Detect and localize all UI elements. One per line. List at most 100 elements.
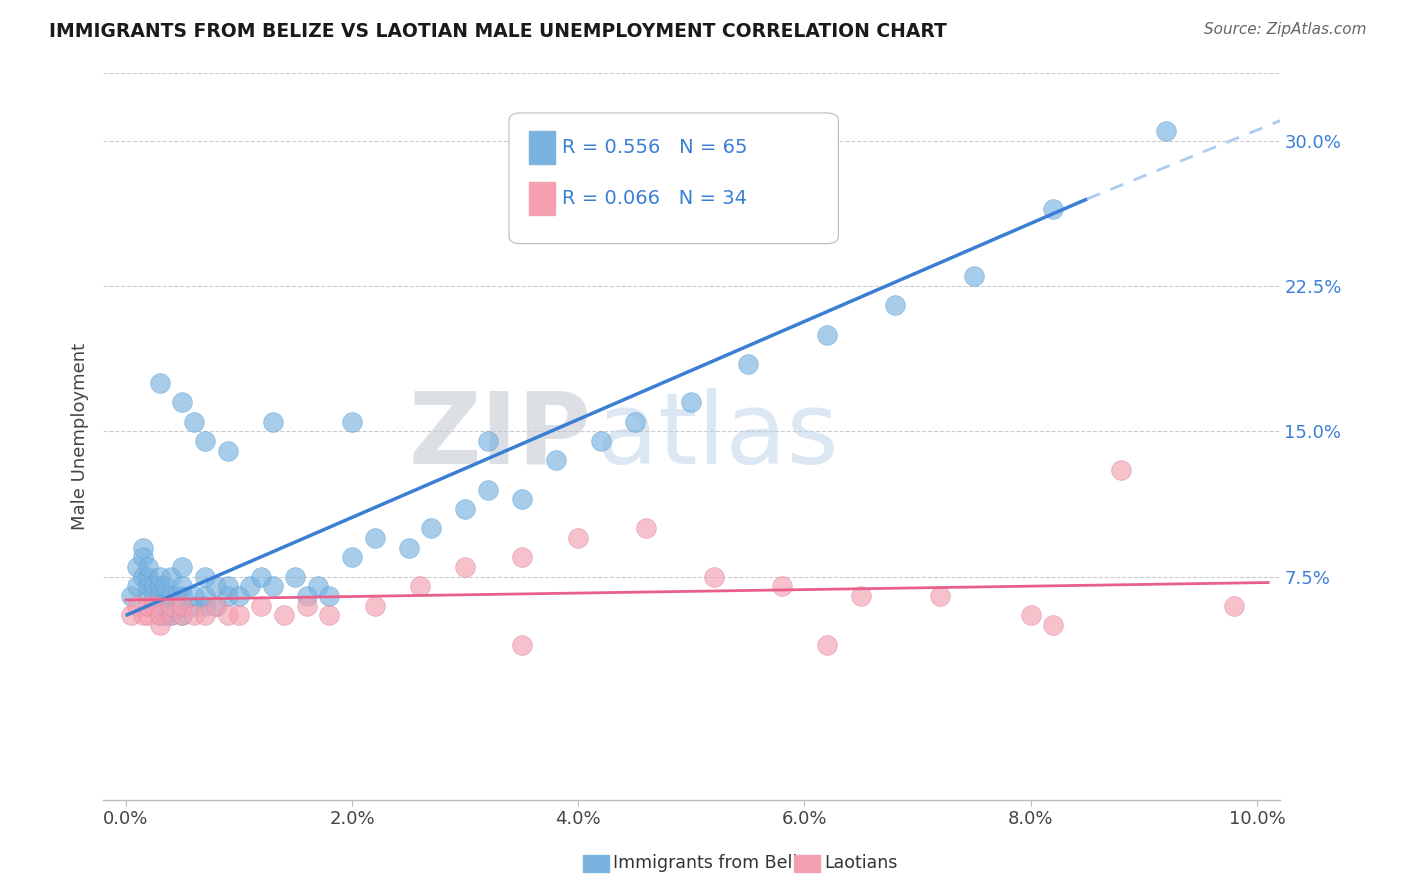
Point: [183, 608, 205, 623]
Point: [194, 608, 217, 623]
Point: [1019, 608, 1042, 623]
Point: [340, 550, 363, 565]
Point: [1223, 599, 1246, 613]
Point: [120, 589, 142, 603]
Point: [273, 608, 295, 623]
Point: [454, 560, 477, 574]
Point: [250, 570, 273, 584]
Point: [284, 570, 307, 584]
Point: [262, 415, 284, 429]
Point: [172, 608, 194, 623]
Point: [250, 599, 273, 613]
Point: [623, 415, 645, 429]
Point: [138, 589, 160, 603]
Point: [815, 327, 838, 342]
Point: [149, 376, 172, 390]
Point: [132, 570, 155, 584]
Text: atlas: atlas: [598, 388, 839, 484]
Point: [149, 579, 172, 593]
Point: [138, 608, 160, 623]
Point: [132, 608, 155, 623]
Point: [544, 453, 567, 467]
Text: Source: ZipAtlas.com: Source: ZipAtlas.com: [1204, 22, 1367, 37]
Point: [815, 638, 838, 652]
Point: [143, 599, 166, 613]
Y-axis label: Male Unemployment: Male Unemployment: [72, 343, 89, 530]
Point: [770, 579, 793, 593]
Point: [149, 589, 172, 603]
Point: [172, 560, 194, 574]
Point: [363, 531, 385, 545]
Point: [183, 589, 205, 603]
Point: [477, 434, 499, 449]
Point: [172, 395, 194, 409]
Point: [318, 608, 340, 623]
Point: [681, 395, 703, 409]
Text: Laotians: Laotians: [824, 855, 897, 872]
Text: ZIP: ZIP: [409, 388, 592, 484]
Point: [477, 483, 499, 497]
Point: [636, 521, 658, 535]
Point: [183, 599, 205, 613]
Point: [884, 298, 907, 312]
Point: [166, 589, 188, 603]
Point: [318, 589, 340, 603]
Point: [1042, 202, 1064, 216]
Point: [138, 560, 160, 574]
Point: [217, 579, 239, 593]
Point: [172, 579, 194, 593]
Point: [194, 599, 217, 613]
Point: [420, 521, 443, 535]
Point: [228, 589, 250, 603]
Point: [149, 608, 172, 623]
Point: [160, 599, 183, 613]
Point: [963, 269, 986, 284]
Point: [132, 550, 155, 565]
Point: [125, 599, 148, 613]
Point: [510, 492, 533, 507]
Point: [138, 579, 160, 593]
Point: [217, 589, 239, 603]
Point: [205, 579, 228, 593]
Point: [363, 599, 385, 613]
Bar: [529, 131, 555, 164]
Point: [155, 579, 177, 593]
Point: [125, 579, 148, 593]
Point: [132, 541, 155, 555]
Point: [125, 560, 148, 574]
Point: [295, 599, 318, 613]
Text: IMMIGRANTS FROM BELIZE VS LAOTIAN MALE UNEMPLOYMENT CORRELATION CHART: IMMIGRANTS FROM BELIZE VS LAOTIAN MALE U…: [49, 22, 948, 41]
Point: [409, 579, 432, 593]
Point: [149, 599, 172, 613]
Point: [295, 589, 318, 603]
Text: Immigrants from Belize: Immigrants from Belize: [613, 855, 817, 872]
Point: [398, 541, 420, 555]
Point: [567, 531, 589, 545]
FancyBboxPatch shape: [509, 113, 838, 244]
Point: [143, 599, 166, 613]
Point: [143, 589, 166, 603]
Point: [340, 415, 363, 429]
Text: R = 0.556   N = 65: R = 0.556 N = 65: [562, 138, 748, 157]
Point: [737, 357, 759, 371]
Point: [160, 570, 183, 584]
Point: [172, 599, 194, 613]
Point: [703, 570, 725, 584]
Point: [217, 608, 239, 623]
Point: [589, 434, 612, 449]
Bar: [529, 182, 555, 215]
Point: [166, 599, 188, 613]
Point: [160, 599, 183, 613]
Point: [160, 608, 183, 623]
Point: [239, 579, 262, 593]
Point: [172, 599, 194, 613]
Point: [1042, 618, 1064, 632]
Point: [1109, 463, 1132, 477]
Point: [205, 599, 228, 613]
Point: [160, 589, 183, 603]
Point: [143, 579, 166, 593]
Point: [510, 638, 533, 652]
Point: [138, 570, 160, 584]
Point: [205, 599, 228, 613]
Point: [194, 589, 217, 603]
